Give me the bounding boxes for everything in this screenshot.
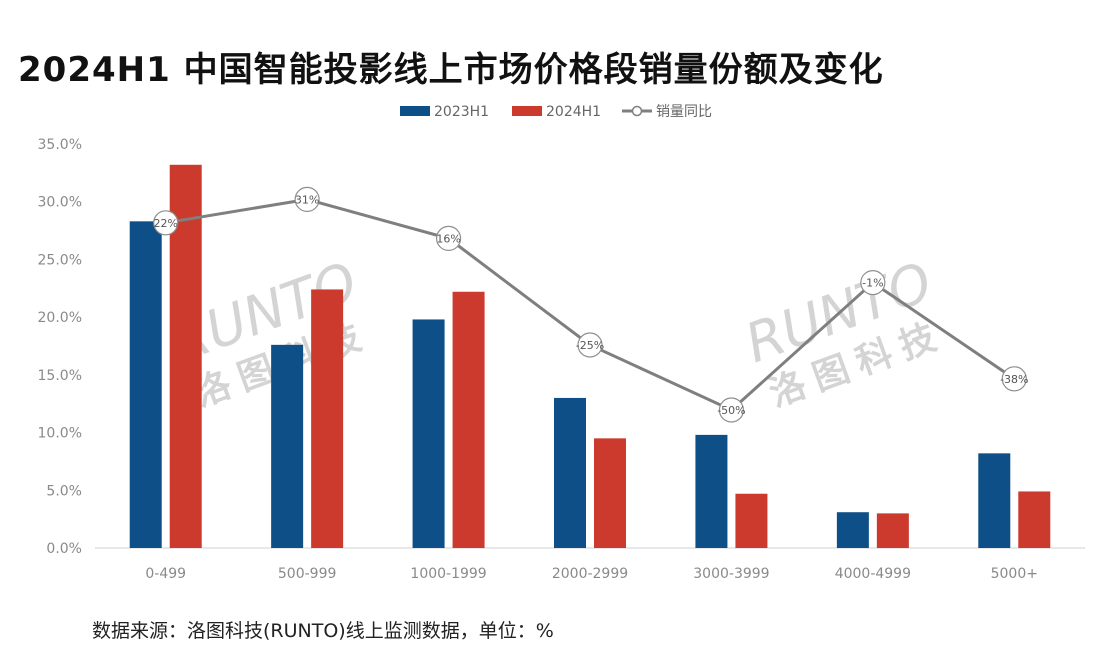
yoy-line-group: 22% 31% 16% -25% -50% -1% -38% <box>153 186 1028 423</box>
bar-2024H1 <box>876 513 909 548</box>
y-tick-label: 10.0% <box>38 426 82 442</box>
legend-label: 销量同比 <box>656 104 712 120</box>
legend-label: 2024H1 <box>546 104 601 120</box>
yoy-data-label: 22% <box>153 217 177 230</box>
legend-swatch-2024H1 <box>512 106 542 116</box>
x-tick-label: 500-999 <box>278 566 337 582</box>
bars-group <box>129 164 1051 548</box>
legend-line-marker <box>631 105 643 117</box>
bar-2023H1 <box>836 512 869 548</box>
yoy-point <box>1001 366 1027 392</box>
yoy-point <box>577 332 603 358</box>
yoy-point <box>435 225 462 251</box>
bar-2023H1 <box>129 221 162 548</box>
yoy-point <box>153 210 179 236</box>
x-tick-label: 4000-4999 <box>835 566 911 582</box>
bar-2024H1 <box>594 438 626 548</box>
yoy-data-label: 16% <box>436 232 460 245</box>
chart-title: 2024H1 中国智能投影线上市场价格段销量份额及变化 <box>18 50 884 90</box>
x-axis: 0-499 500-999 1000-1999 2000-2999 3000-3999 4… <box>95 547 1085 582</box>
yoy-data-label: -50% <box>717 404 745 417</box>
y-tick-label: 20.0% <box>38 310 82 326</box>
x-tick-label: 3000-3999 <box>693 566 769 582</box>
legend: 2023H1 2024H1 销量同比 <box>400 104 712 120</box>
bar-2024H1 <box>311 289 344 548</box>
bar-2024H1 <box>452 291 485 548</box>
y-tick-label: 25.0% <box>38 252 82 268</box>
yoy-data-label: -25% <box>576 339 604 352</box>
bar-2023H1 <box>695 434 728 548</box>
y-axis: 0.0% 5.0% 10.0% 15.0% 20.0% 25.0% 30.0% 35.0% <box>38 137 82 557</box>
y-tick-label: 35.0% <box>38 137 82 153</box>
x-tick-label: 1000-1999 <box>410 566 486 582</box>
bar-2024H1 <box>1018 491 1051 548</box>
y-tick-label: 5.0% <box>46 483 82 499</box>
legend-label: 2023H1 <box>434 104 489 120</box>
y-tick-label: 15.0% <box>38 368 82 384</box>
bar-2024H1 <box>735 493 768 548</box>
x-tick-label: 0-499 <box>145 566 186 582</box>
y-tick-label: 0.0% <box>46 541 82 557</box>
bar-2023H1 <box>412 319 445 548</box>
yoy-data-label: 31% <box>295 193 319 206</box>
yoy-point <box>294 186 320 212</box>
x-tick-label: 2000-2999 <box>552 566 628 582</box>
bar-2023H1 <box>271 344 304 548</box>
yoy-point <box>718 397 745 423</box>
yoy-data-label: -38% <box>1000 373 1028 386</box>
source-note: 数据来源：洛图科技(RUNTO)线上监测数据，单位：% <box>92 620 554 642</box>
y-tick-label: 30.0% <box>38 195 82 211</box>
bar-2023H1 <box>554 397 586 548</box>
yoy-data-label: -1% <box>862 277 883 290</box>
yoy-point <box>860 270 886 296</box>
legend-swatch-2023H1 <box>400 106 430 116</box>
bar-2023H1 <box>978 453 1011 548</box>
x-tick-label: 5000+ <box>991 566 1038 582</box>
